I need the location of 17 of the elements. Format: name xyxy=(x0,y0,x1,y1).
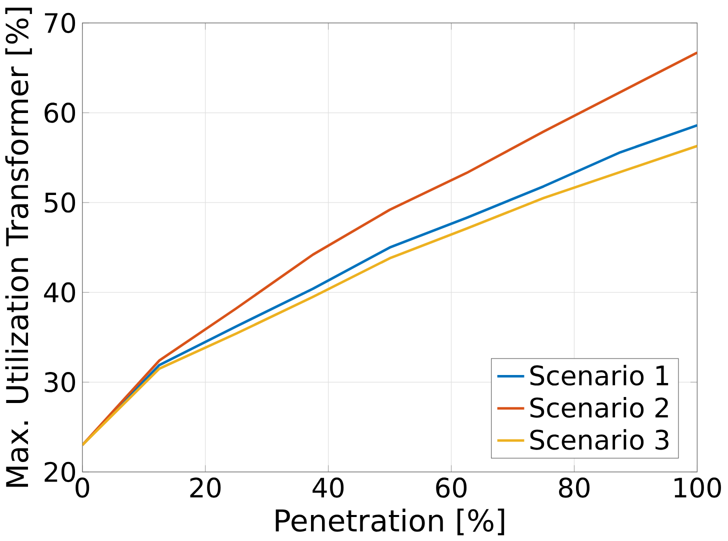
legend-label: Scenario 2 xyxy=(530,397,668,418)
y-tick-label: 20 xyxy=(44,462,76,482)
y-tick-label: 70 xyxy=(44,13,76,34)
x-tick-label: 60 xyxy=(436,478,467,498)
legend-label: Scenario 1 xyxy=(530,365,668,386)
x-tick-label: 0 xyxy=(76,478,90,498)
y-tick-label: 60 xyxy=(44,102,76,124)
x-axis-title: Penetration [%] xyxy=(276,508,504,536)
y-tick-label: 30 xyxy=(44,372,76,393)
x-tick-label: 100 xyxy=(674,478,721,498)
y-tick-label: 50 xyxy=(44,192,76,213)
x-tick-label: 80 xyxy=(559,478,590,498)
x-tick-label: 20 xyxy=(190,478,221,498)
y-axis-title: Max. Utilization Transformer [%] xyxy=(5,8,32,487)
x-tick-label: 40 xyxy=(312,478,344,498)
y-tick-label: 40 xyxy=(44,282,76,303)
legend-label: Scenario 3 xyxy=(530,429,668,450)
